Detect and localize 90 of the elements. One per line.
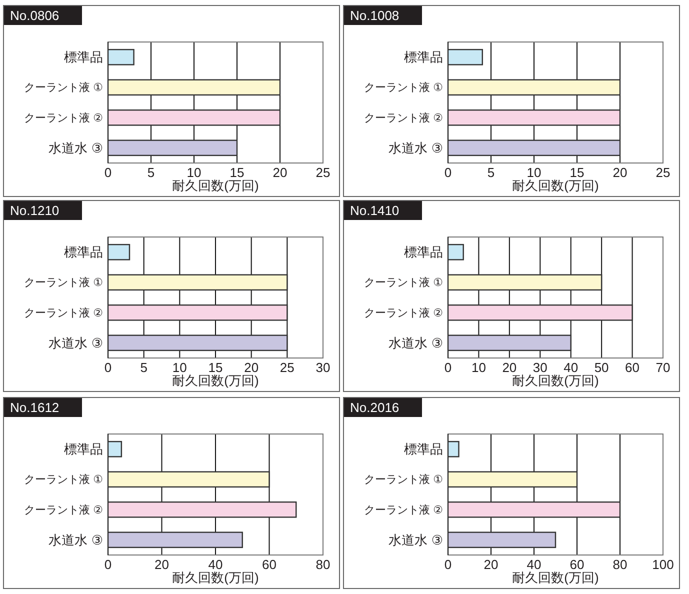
x-axis-title: 耐久回数(万回) (172, 570, 259, 585)
chart-title: No.1210 (10, 203, 60, 218)
x-tick-label: 80 (612, 557, 628, 572)
y-tick-label: クーラント液 ① (364, 473, 444, 486)
y-tick-label: 標準品 (64, 244, 103, 260)
y-tick-label: クーラント液 ① (364, 81, 444, 94)
y-tick-label: クーラント液 ① (24, 473, 104, 486)
bar (447, 244, 464, 260)
chart-title: No.1612 (10, 400, 60, 415)
bar (107, 471, 270, 488)
x-tick-label: 20 (154, 557, 169, 572)
bar (107, 532, 243, 548)
x-tick-label: 20 (244, 360, 259, 375)
x-tick-label: 20 (484, 557, 498, 572)
y-tick-label: 水道水 ③ (48, 532, 103, 548)
x-axis-title: 耐久回数(万回) (512, 373, 599, 388)
y-tick-label: クーラント液 ② (24, 503, 104, 516)
bar (447, 440, 460, 458)
y-tick-label: クーラント液 ② (24, 111, 104, 124)
x-tick-label: 20 (612, 165, 628, 180)
y-tick-label: 水道水 ③ (388, 335, 443, 350)
x-tick-label: 40 (526, 557, 542, 572)
y-tick-label: 標準品 (404, 442, 443, 457)
x-axis-title: 耐久回数(万回) (172, 373, 259, 388)
x-tick-label: 60 (570, 557, 584, 572)
x-tick-label: 60 (625, 360, 640, 375)
x-tick-label: 0 (444, 165, 452, 180)
y-tick-label: クーラント液 ① (24, 81, 104, 94)
y-tick-label: 水道水 ③ (388, 532, 443, 548)
x-tick-label: 0 (444, 360, 452, 375)
x-tick-label: 80 (316, 557, 330, 572)
x-tick-label: 30 (316, 360, 330, 375)
y-tick-label: クーラント液 ① (364, 276, 444, 290)
x-tick-label: 0 (104, 557, 112, 572)
x-axis-title: 耐久回数(万回) (172, 178, 259, 193)
y-tick-label: クーラント液 ② (24, 306, 104, 320)
x-axis-title: 耐久回数(万回) (512, 178, 599, 193)
y-tick-label: 水道水 ③ (48, 140, 103, 156)
x-tick-label: 20 (272, 165, 288, 180)
bar (447, 471, 578, 488)
chart-title: No.2016 (350, 400, 400, 415)
bar (107, 79, 281, 96)
x-tick-label: 5 (487, 165, 495, 180)
bar (107, 48, 134, 66)
y-tick-label: 標準品 (404, 50, 443, 65)
x-tick-label: 70 (656, 360, 670, 375)
x-tick-label: 30 (532, 360, 548, 375)
y-tick-label: クーラント液 ② (364, 111, 444, 124)
x-tick-label: 10 (186, 165, 202, 180)
x-tick-label: 5 (147, 165, 155, 180)
bar (447, 304, 633, 321)
chart-title: No.1008 (350, 8, 400, 23)
y-tick-label: 標準品 (404, 244, 443, 260)
bar (447, 334, 572, 352)
x-axis-title: 耐久回数(万回) (512, 570, 599, 585)
bar (447, 501, 621, 518)
chart-title: No.1410 (350, 203, 400, 218)
bar (107, 440, 122, 458)
bar (447, 274, 602, 291)
x-tick-label: 20 (502, 360, 517, 375)
y-tick-label: 標準品 (64, 442, 103, 457)
x-tick-label: 40 (208, 557, 223, 572)
x-tick-label: 0 (104, 360, 112, 375)
x-tick-label: 50 (594, 360, 609, 375)
x-tick-label: 10 (471, 360, 486, 375)
bar (107, 140, 238, 156)
x-tick-label: 10 (172, 360, 187, 375)
x-tick-label: 25 (316, 165, 330, 180)
chart-title: No.0806 (10, 8, 60, 23)
x-tick-label: 5 (140, 360, 148, 375)
x-tick-label: 25 (656, 165, 670, 180)
y-tick-label: 水道水 ③ (48, 335, 103, 350)
x-tick-label: 0 (444, 557, 452, 572)
x-tick-label: 25 (280, 360, 294, 375)
x-tick-label: 0 (104, 165, 112, 180)
bar (447, 532, 556, 548)
bar (107, 501, 297, 518)
bar (107, 109, 281, 126)
y-tick-label: クーラント液 ② (364, 306, 444, 320)
y-tick-label: 水道水 ③ (388, 140, 443, 156)
x-tick-label: 100 (652, 557, 674, 572)
y-tick-label: クーラント液 ① (24, 276, 104, 290)
x-tick-label: 15 (570, 165, 584, 180)
y-tick-label: 標準品 (64, 50, 103, 65)
x-tick-label: 10 (526, 165, 542, 180)
y-tick-label: クーラント液 ② (364, 503, 444, 516)
x-tick-label: 40 (564, 360, 578, 375)
x-tick-label: 15 (208, 360, 223, 375)
x-tick-label: 15 (230, 165, 244, 180)
x-tick-label: 60 (262, 557, 276, 572)
